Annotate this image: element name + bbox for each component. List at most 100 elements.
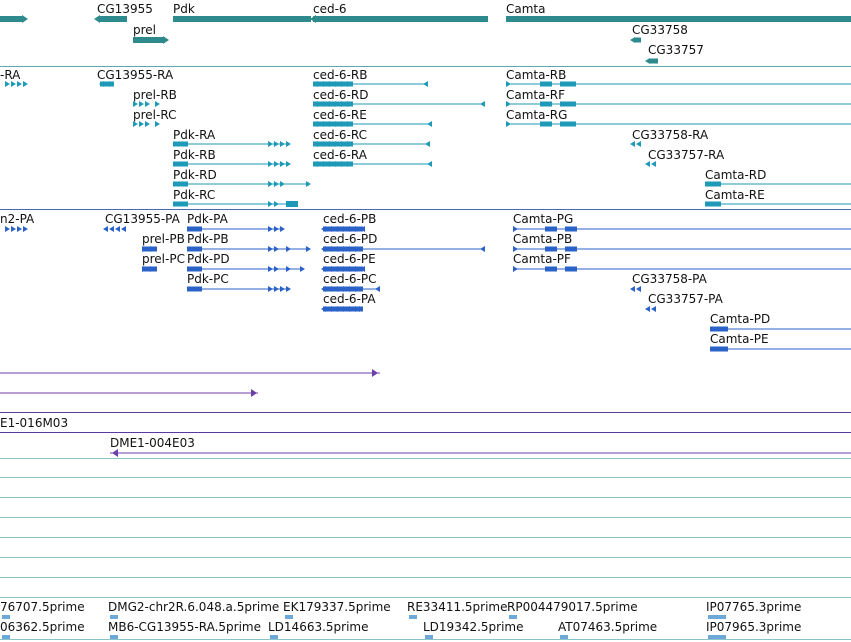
exon-glyph: [319, 121, 324, 127]
cds-glyph: [339, 266, 344, 272]
est-label[interactable]: AT07463.5prime: [558, 620, 658, 634]
est-label[interactable]: 76707.5prime: [0, 600, 85, 614]
exon-glyph: [155, 121, 160, 127]
est-label[interactable]: 06362.5prime: [0, 620, 85, 634]
est-glyph: [560, 635, 568, 639]
exon-glyph: [705, 181, 721, 187]
est-glyph: [2, 635, 10, 639]
transcript-label[interactable]: ced-6-RB: [313, 68, 368, 82]
clone-label[interactable]: E1-016M03: [0, 416, 69, 430]
exon-glyph: [560, 121, 576, 127]
gene-label-prel[interactable]: prel: [133, 23, 157, 37]
cds-glyph: [268, 226, 273, 232]
gene-label-cg13955[interactable]: CG13955: [97, 2, 153, 16]
clone-arrow: [372, 369, 378, 377]
est-label[interactable]: EK179337.5prime: [283, 600, 391, 614]
protein-label[interactable]: ced-6-PB: [323, 212, 377, 226]
exon-glyph: [337, 161, 342, 167]
protein-label[interactable]: Pdk-PA: [187, 212, 228, 226]
est-glyph: [2, 615, 10, 619]
transcript-label[interactable]: Camta-RD: [705, 168, 767, 182]
cds-glyph: [268, 286, 273, 292]
protein-label[interactable]: CG33758-PA: [632, 272, 707, 286]
est-glyph: [708, 615, 726, 619]
est-glyph: [285, 615, 293, 619]
protein-label[interactable]: prel-PB: [142, 232, 185, 246]
gene-label-cg33757[interactable]: CG33757: [648, 43, 704, 57]
exon-glyph: [480, 101, 485, 107]
cds-glyph: [339, 226, 344, 232]
cds-glyph: [333, 306, 338, 312]
transcript-label[interactable]: Camta-RB: [506, 68, 567, 82]
protein-label[interactable]: n2-PA: [0, 212, 35, 226]
protein-label[interactable]: Camta-PB: [513, 232, 573, 246]
est-label[interactable]: RE33411.5prime: [407, 600, 508, 614]
exon-glyph: [173, 161, 188, 167]
cds-glyph: [327, 226, 332, 232]
est-label[interactable]: DMG2-chr2R.6.048.a.5prime: [108, 600, 280, 614]
est-label[interactable]: MB6-CG13955-RA.5prime: [108, 620, 261, 634]
protein-label[interactable]: Camta-PD: [710, 312, 771, 326]
transcript-label[interactable]: ced-6-RC: [313, 128, 368, 142]
cds-glyph: [333, 266, 338, 272]
est-label[interactable]: LD19342.5prime: [423, 620, 524, 634]
protein-label[interactable]: ced-6-PC: [323, 272, 377, 286]
protein-label[interactable]: Pdk-PD: [187, 252, 230, 266]
exon-glyph: [331, 141, 336, 147]
protein-label[interactable]: ced-6-PE: [323, 252, 376, 266]
cds-glyph: [280, 226, 285, 232]
cds-glyph: [274, 226, 279, 232]
est-label[interactable]: IP07965.3prime: [706, 620, 802, 634]
transcript-label[interactable]: -RA: [0, 68, 21, 82]
gene-label-ced-6[interactable]: ced-6: [313, 2, 347, 16]
gene-label-pdk[interactable]: Pdk: [173, 2, 195, 16]
transcript-label[interactable]: ced-6-RD: [313, 88, 369, 102]
transcript-label[interactable]: Camta-RE: [705, 188, 765, 202]
cds-glyph: [268, 266, 273, 272]
protein-label[interactable]: Camta-PG: [513, 212, 574, 226]
cds-glyph: [345, 266, 350, 272]
exon-glyph: [425, 141, 430, 147]
est-label[interactable]: LD14663.5prime: [268, 620, 369, 634]
gene-label-camta[interactable]: Camta: [506, 2, 546, 16]
protein-label[interactable]: Pdk-PC: [187, 272, 229, 286]
exon-glyph: [325, 141, 330, 147]
clone-arrow: [251, 389, 257, 397]
exon-glyph: [331, 81, 336, 87]
transcript-label[interactable]: Pdk-RD: [173, 168, 217, 182]
protein-label[interactable]: Pdk-PB: [187, 232, 229, 246]
transcript-label[interactable]: Camta-RG: [506, 108, 568, 122]
transcript-label[interactable]: Pdk-RB: [173, 148, 216, 162]
exon-glyph: [337, 141, 342, 147]
est-label[interactable]: IP07765.3prime: [706, 600, 802, 614]
cds-glyph: [187, 226, 202, 232]
transcript-label[interactable]: Pdk-RA: [173, 128, 216, 142]
protein-label[interactable]: CG13955-PA: [105, 212, 180, 226]
transcript-label[interactable]: CG33757-RA: [648, 148, 725, 162]
cds-glyph: [345, 306, 350, 312]
protein-label[interactable]: Camta-PF: [513, 252, 571, 266]
exon-glyph: [17, 81, 22, 87]
transcript-label[interactable]: CG13955-RA: [97, 68, 174, 82]
transcript-label[interactable]: prel-RC: [133, 108, 177, 122]
protein-label[interactable]: Camta-PE: [710, 332, 769, 346]
transcript-label[interactable]: CG33758-RA: [632, 128, 709, 142]
transcript-label[interactable]: ced-6-RE: [313, 108, 367, 122]
cds-glyph: [187, 286, 202, 292]
cds-glyph: [333, 226, 338, 232]
cds-glyph: [274, 246, 279, 252]
clone-label[interactable]: DME1-004E03: [110, 436, 195, 450]
exon-glyph: [645, 161, 650, 167]
gene-label-cg33758[interactable]: CG33758: [632, 23, 688, 37]
transcript-label[interactable]: Pdk-RC: [173, 188, 216, 202]
cds-glyph: [321, 246, 326, 252]
protein-label[interactable]: prel-PC: [142, 252, 185, 266]
transcript-label[interactable]: Camta-RF: [506, 88, 566, 102]
est-label[interactable]: RP004479017.5prime: [507, 600, 638, 614]
protein-label[interactable]: CG33757-PA: [648, 292, 723, 306]
protein-label[interactable]: ced-6-PA: [323, 292, 376, 306]
transcript-label[interactable]: ced-6-RA: [313, 148, 367, 162]
protein-label[interactable]: ced-6-PD: [323, 232, 378, 246]
transcript-label[interactable]: prel-RB: [133, 88, 177, 102]
